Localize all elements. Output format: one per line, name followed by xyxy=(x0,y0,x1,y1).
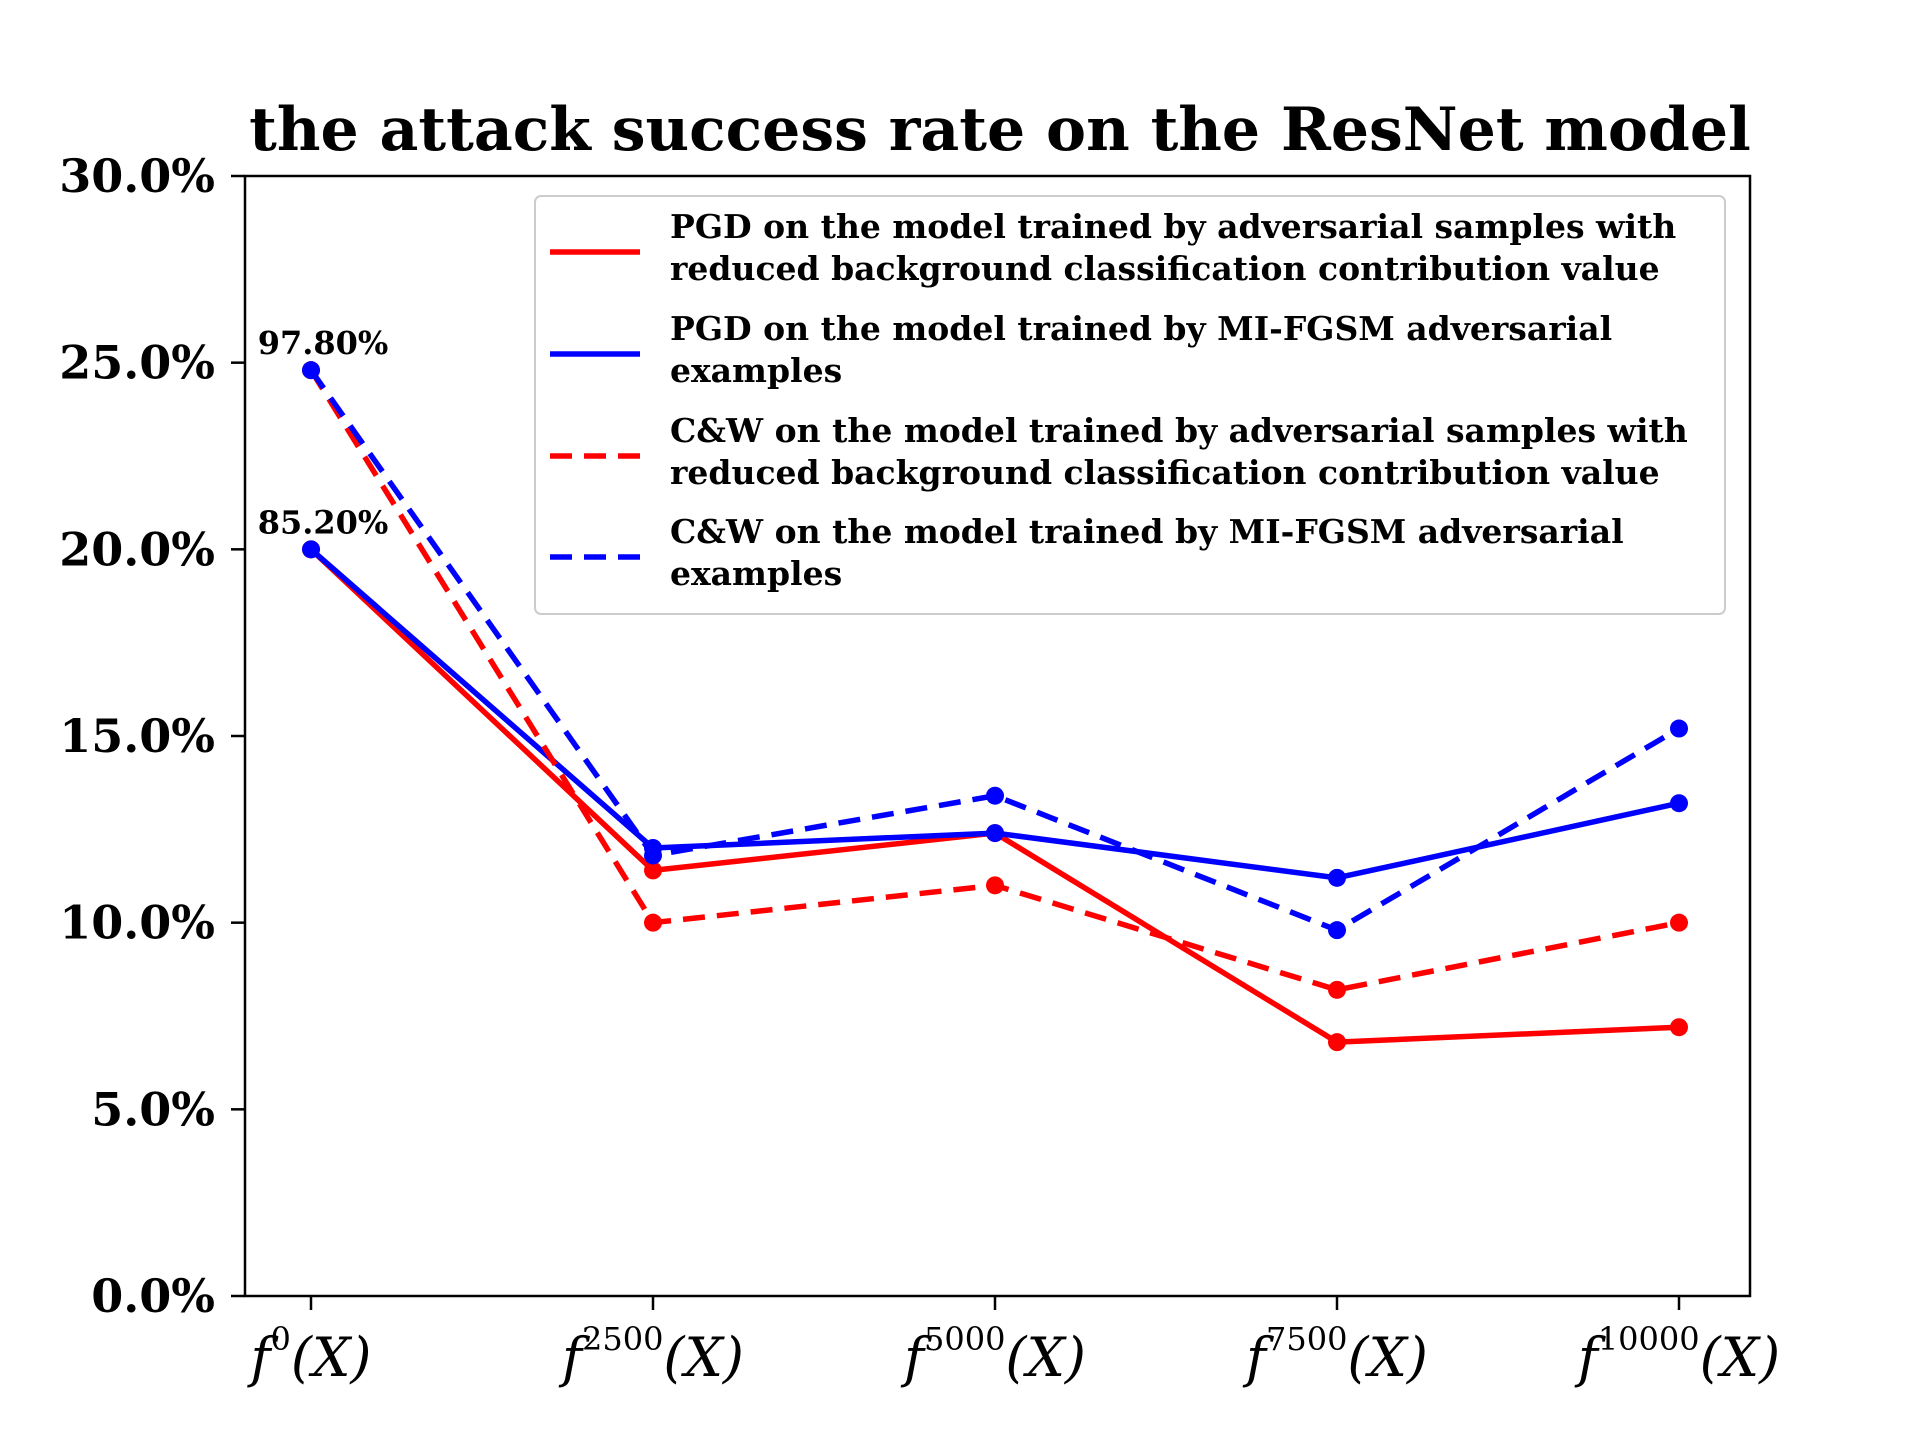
series-1-point xyxy=(644,861,662,880)
series-1-point xyxy=(1670,1018,1688,1037)
data-label: 85.20% xyxy=(258,503,389,541)
series-4-point xyxy=(302,361,320,380)
x-axis: f0(X) f2500(X) f5000(X) f7500(X) f10000(X) xyxy=(247,1296,1780,1389)
series-2-point xyxy=(302,540,320,559)
legend-label: examples xyxy=(670,351,842,390)
series-4-point xyxy=(1670,719,1688,738)
series-1-point xyxy=(1328,1033,1346,1052)
data-label: 97.80% xyxy=(258,324,389,362)
legend-label: reduced background classification contri… xyxy=(670,249,1660,288)
legend-label: C&W on the model trained by adversarial … xyxy=(670,411,1688,450)
series-3-point xyxy=(644,913,662,932)
x-tick-label: f7500(X) xyxy=(1242,1320,1428,1389)
y-tick-label: 10.0% xyxy=(59,896,215,950)
series-4-point xyxy=(644,846,662,865)
y-tick-label: 0.0% xyxy=(91,1269,215,1323)
series-line-4 xyxy=(308,368,1681,933)
series-4-point xyxy=(986,786,1004,805)
x-tick-label: f5000(X) xyxy=(900,1320,1086,1389)
y-tick-label: 25.0% xyxy=(59,336,215,390)
series-2-point xyxy=(1328,868,1346,887)
series-2-point xyxy=(986,824,1004,843)
legend-box xyxy=(534,195,1726,615)
x-tick-label: f0(X) xyxy=(247,1320,372,1389)
legend-label: PGD on the model trained by MI-FGSM adve… xyxy=(670,309,1612,348)
y-tick-label: 30.0% xyxy=(59,149,215,203)
chart-title: the attack success rate on the ResNet mo… xyxy=(249,95,1751,165)
legend-label: reduced background classification contri… xyxy=(670,453,1660,492)
legend-label: examples xyxy=(670,554,842,593)
y-axis: 0.0% 5.0% 10.0% 15.0% 20.0% 25.0% 30.0% xyxy=(59,149,245,1323)
series-3-point xyxy=(1328,980,1346,999)
y-tick-label: 20.0% xyxy=(59,522,215,576)
series-layer xyxy=(302,361,1688,1052)
y-tick-label: 15.0% xyxy=(59,709,215,763)
y-tick-label: 5.0% xyxy=(91,1082,215,1136)
series-3-point xyxy=(1670,913,1688,932)
series-4-point xyxy=(1328,921,1346,940)
series-3-point xyxy=(986,876,1004,895)
series-2-point xyxy=(1670,794,1688,813)
annotation-layer: 97.80% 85.20% xyxy=(258,324,389,541)
legend: PGD on the model trained by adversarial … xyxy=(534,195,1726,615)
legend-label: C&W on the model trained by MI-FGSM adve… xyxy=(670,512,1624,551)
x-tick-label: f2500(X) xyxy=(558,1320,744,1389)
legend-label: PGD on the model trained by adversarial … xyxy=(670,207,1676,246)
x-tick-label: f10000(X) xyxy=(1574,1320,1780,1389)
